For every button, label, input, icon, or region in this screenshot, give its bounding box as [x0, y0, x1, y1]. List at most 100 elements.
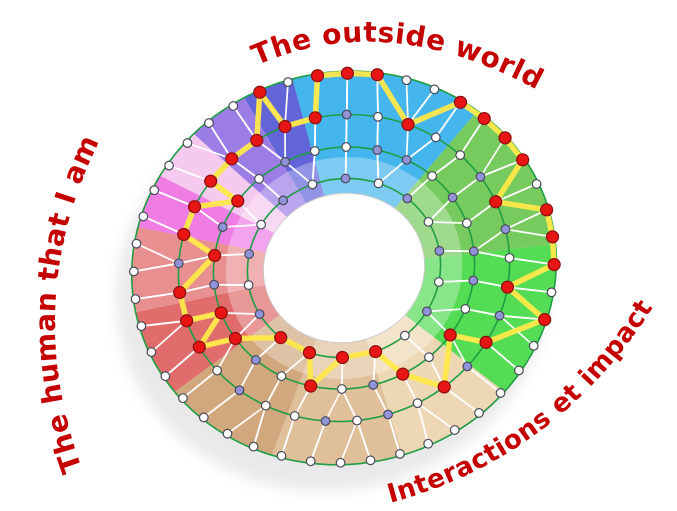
mesh-edge — [498, 314, 546, 321]
active-node — [253, 85, 267, 99]
mesh-edge — [479, 137, 506, 178]
empty-node — [341, 142, 352, 152]
active-node — [396, 367, 410, 381]
active-node — [437, 380, 451, 394]
mesh-edge — [434, 101, 462, 139]
active-node — [302, 346, 317, 360]
empty-node — [305, 456, 316, 467]
mesh-edge — [226, 404, 267, 435]
empty-node — [146, 347, 157, 357]
empty-node — [335, 457, 346, 468]
empty-node — [309, 146, 320, 156]
mesh-edge — [164, 346, 201, 378]
empty-node — [248, 441, 259, 452]
mesh-edge — [506, 286, 553, 294]
empty-node — [427, 171, 438, 181]
filled-node — [434, 246, 445, 256]
filled-node — [494, 310, 505, 321]
mesh-edge — [407, 88, 436, 126]
active-node — [180, 314, 194, 328]
filled-node — [372, 145, 383, 155]
empty-node — [136, 321, 147, 332]
mesh-edge — [232, 105, 258, 142]
filled-node — [421, 306, 432, 317]
empty-node — [138, 211, 149, 222]
empty-node — [531, 179, 542, 189]
filled-node — [341, 109, 352, 120]
active-node — [401, 117, 415, 132]
active-node — [214, 306, 228, 320]
empty-node — [365, 455, 376, 466]
empty-node — [160, 371, 171, 382]
filled-node — [468, 275, 479, 286]
empty-node — [433, 277, 444, 287]
empty-node — [474, 408, 484, 418]
mesh-edge — [376, 115, 379, 151]
empty-node — [260, 400, 271, 411]
mesh-edge — [406, 175, 434, 200]
active-node — [187, 200, 202, 214]
empty-node — [228, 101, 239, 111]
mesh-edge — [208, 122, 233, 160]
mesh-edge — [387, 413, 401, 455]
mesh-edge — [186, 142, 233, 160]
mesh-edge — [344, 146, 347, 180]
empty-node — [178, 393, 188, 404]
filled-node — [368, 380, 379, 390]
label-human-that-i-am: The human that I am — [29, 130, 106, 478]
active-node — [498, 131, 512, 145]
mesh-edge — [345, 113, 348, 148]
sector-pink-pale — [160, 133, 287, 233]
sector-tan-dark — [174, 315, 317, 456]
mesh-edge — [150, 319, 188, 353]
empty-node — [222, 428, 233, 439]
empty-node — [528, 340, 539, 351]
mesh-edge — [472, 228, 507, 253]
active-node — [225, 152, 239, 166]
mesh-edge — [133, 262, 180, 273]
empty-node — [149, 185, 160, 196]
active-node — [516, 153, 530, 167]
filled-node — [278, 195, 289, 206]
empty-node — [131, 238, 142, 249]
filled-node — [234, 385, 245, 396]
mesh-edge — [472, 250, 511, 259]
donut-hole — [262, 192, 426, 344]
active-node — [479, 335, 493, 349]
torus-diagram — [128, 66, 561, 468]
filled-node — [254, 309, 265, 320]
mesh-edge — [459, 117, 486, 156]
sector-tan — [271, 339, 403, 465]
active-node — [500, 280, 515, 294]
active-node — [538, 312, 552, 327]
filled-node — [401, 154, 412, 165]
active-node — [278, 119, 292, 134]
empty-node — [504, 253, 515, 263]
empty-node — [254, 173, 264, 184]
mesh-edge — [284, 161, 314, 186]
active-node — [192, 340, 206, 354]
mesh-edge — [451, 175, 482, 199]
empty-node — [212, 365, 223, 376]
active-node — [274, 330, 288, 345]
empty-node — [276, 450, 287, 461]
active-node — [208, 248, 222, 263]
empty-node — [430, 132, 441, 143]
empty-node — [449, 425, 460, 435]
filled-node — [468, 246, 479, 257]
mesh-edge — [345, 72, 349, 116]
sector-blue — [292, 71, 478, 209]
empty-node — [460, 304, 471, 314]
filled-node — [209, 279, 220, 290]
mesh-edge — [431, 154, 462, 177]
empty-node — [128, 266, 139, 277]
mesh-edge — [437, 279, 475, 283]
mesh-edge — [202, 389, 241, 419]
mesh-edge — [504, 228, 554, 238]
empty-node — [399, 330, 410, 341]
empty-node — [495, 388, 506, 398]
empty-node — [461, 218, 472, 229]
mesh-edge — [438, 250, 475, 253]
filled-node — [340, 173, 351, 184]
mesh-edge — [309, 420, 327, 463]
